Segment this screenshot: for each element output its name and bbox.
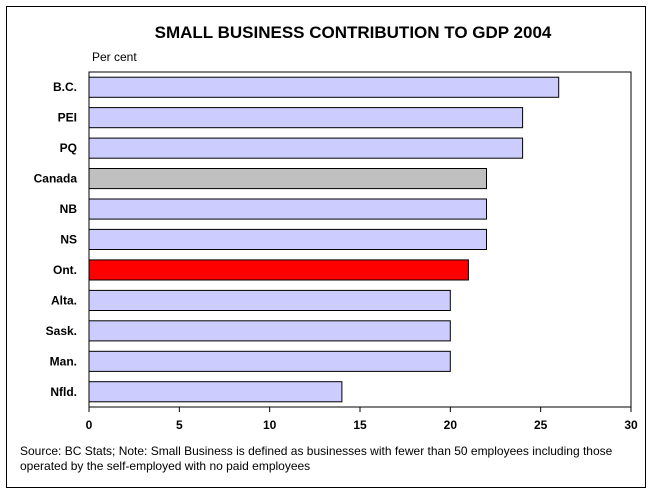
unit-label: Per cent bbox=[92, 50, 137, 64]
category-label: PQ bbox=[60, 141, 77, 155]
bar-canada bbox=[88, 168, 487, 190]
bar-nfld bbox=[88, 381, 343, 403]
bars-group bbox=[88, 76, 560, 403]
x-tick-label: 30 bbox=[624, 418, 638, 432]
bar-pq bbox=[88, 137, 524, 159]
category-labels: B.C. PEI PQ Canada NB NS Ont. Alta. Sask. Man. Nfl… bbox=[34, 80, 78, 399]
source-note: Source: BC Stats; Note: Small Business i… bbox=[20, 444, 613, 473]
category-label: Alta. bbox=[51, 293, 77, 307]
bar-ns bbox=[88, 228, 487, 250]
x-tick-label: 25 bbox=[534, 418, 548, 432]
category-label: Nfld. bbox=[50, 385, 77, 399]
x-tick-label: 0 bbox=[86, 418, 93, 432]
bar-pei bbox=[88, 107, 524, 129]
category-label: NS bbox=[60, 233, 77, 247]
x-tick-label: 15 bbox=[353, 418, 367, 432]
bar-ont bbox=[88, 259, 469, 281]
category-label: B.C. bbox=[53, 80, 77, 94]
category-label: Man. bbox=[50, 354, 77, 368]
category-label: PEI bbox=[58, 111, 77, 125]
category-label: Sask. bbox=[46, 324, 77, 338]
bar-nb bbox=[88, 198, 487, 220]
category-label: NB bbox=[60, 202, 78, 216]
bar-bc bbox=[88, 76, 560, 98]
bar-alta bbox=[88, 289, 451, 311]
bar-sask bbox=[88, 320, 451, 342]
chart-title: SMALL BUSINESS CONTRIBUTION TO GDP 2004 bbox=[155, 23, 552, 42]
x-tick-label: 10 bbox=[263, 418, 277, 432]
x-tick-label: 20 bbox=[444, 418, 458, 432]
category-label: Canada bbox=[34, 172, 78, 186]
bar-man bbox=[88, 350, 451, 372]
category-label: Ont. bbox=[53, 263, 77, 277]
x-axis-ticks: 0 5 10 15 20 25 30 bbox=[86, 407, 638, 432]
x-tick-label: 5 bbox=[176, 418, 183, 432]
